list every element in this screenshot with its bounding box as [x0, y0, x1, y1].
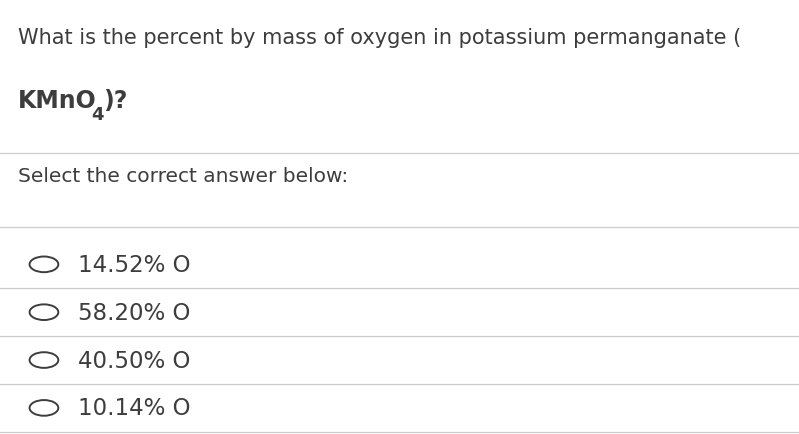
Text: 58.20% O: 58.20% O — [78, 301, 191, 324]
Text: Select the correct answer below:: Select the correct answer below: — [18, 167, 348, 186]
Text: )?: )? — [103, 89, 128, 113]
Text: What is the percent by mass of oxygen in potassium permanganate (: What is the percent by mass of oxygen in… — [18, 28, 741, 48]
Text: 4: 4 — [91, 105, 104, 123]
Text: 40.50% O: 40.50% O — [78, 349, 191, 372]
Text: KMnO: KMnO — [18, 89, 97, 113]
Text: 10.14% O: 10.14% O — [78, 397, 191, 419]
Text: 14.52% O: 14.52% O — [78, 253, 191, 276]
